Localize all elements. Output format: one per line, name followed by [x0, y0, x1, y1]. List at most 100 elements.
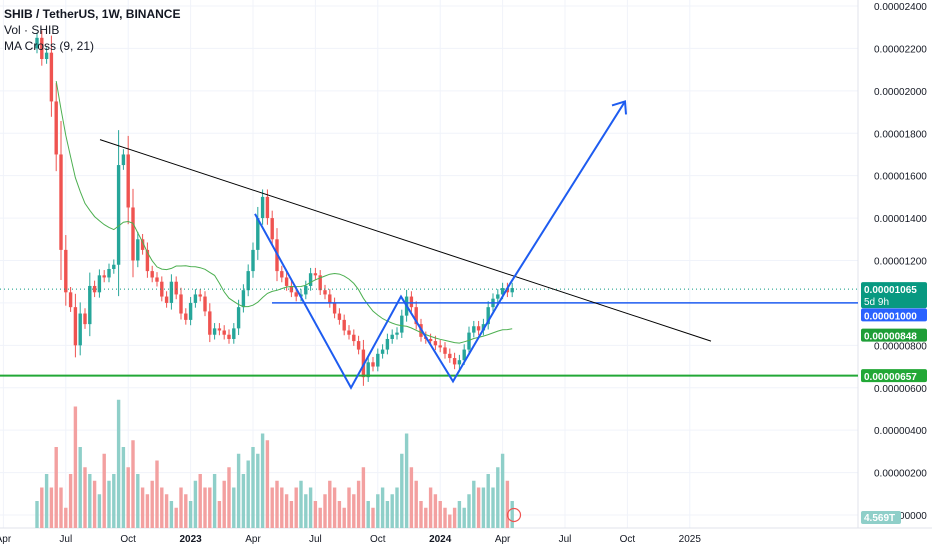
candle-body[interactable] [284, 277, 289, 286]
candle-body[interactable] [376, 353, 380, 367]
candle-body[interactable] [236, 307, 241, 329]
candle-body[interactable] [443, 347, 447, 354]
candle-body[interactable] [107, 268, 111, 278]
candle-body[interactable] [241, 290, 246, 308]
candle-body[interactable] [35, 37, 39, 49]
candle-body[interactable] [294, 292, 298, 297]
candle-body[interactable] [313, 273, 318, 276]
candle-body[interactable] [97, 275, 102, 293]
candle-body[interactable] [227, 334, 231, 339]
candle-body[interactable] [174, 281, 178, 295]
candle-body[interactable] [328, 294, 332, 303]
candle-body[interactable] [73, 307, 78, 346]
candle-body[interactable] [280, 271, 284, 278]
candle-body[interactable] [164, 296, 169, 303]
candle-body[interactable] [217, 328, 222, 331]
candle-body[interactable] [270, 218, 274, 240]
level-price-badge[interactable] [861, 308, 927, 322]
symbol-title[interactable]: SHIB / TetherUS, 1W, BINANCE [4, 7, 181, 21]
candle-body[interactable] [83, 313, 87, 325]
candle-body[interactable] [193, 294, 198, 303]
candle-body[interactable] [462, 349, 466, 361]
candle-body[interactable] [452, 358, 457, 365]
candle-body[interactable] [150, 271, 154, 278]
candle-body[interactable] [222, 330, 226, 335]
candle-body[interactable] [486, 307, 490, 325]
candle-body[interactable] [54, 101, 58, 155]
candle-body[interactable] [140, 239, 145, 250]
candle-body[interactable] [198, 294, 202, 297]
candle-body[interactable] [179, 294, 183, 314]
candle-body[interactable] [88, 285, 92, 325]
candle-body[interactable] [44, 52, 49, 60]
candle-body[interactable] [49, 52, 54, 102]
candle-body[interactable] [481, 324, 486, 331]
volume-badge[interactable] [861, 511, 901, 524]
candle-body[interactable] [414, 307, 418, 325]
candle-body[interactable] [457, 360, 462, 365]
candle-body[interactable] [116, 165, 121, 265]
ma-cross-indicator-label[interactable]: MA Cross (9, 21) [4, 39, 95, 53]
candle-body[interactable] [467, 332, 471, 350]
candle-body[interactable] [448, 353, 452, 359]
candle-body[interactable] [400, 315, 404, 333]
candle-body[interactable] [380, 349, 385, 354]
candle-body[interactable] [304, 285, 308, 295]
candle-body[interactable] [232, 328, 236, 339]
double-bottom-projection[interactable] [254, 100, 626, 390]
candle-body[interactable] [169, 281, 174, 303]
candle-body[interactable] [265, 196, 270, 219]
candle-body[interactable] [246, 271, 250, 291]
candle-body[interactable] [385, 338, 390, 350]
candle-body[interactable] [500, 288, 505, 295]
candle-body[interactable] [356, 341, 361, 350]
candle-body[interactable] [433, 341, 438, 346]
candle-body[interactable] [323, 290, 327, 295]
candle-body[interactable] [112, 264, 116, 269]
candle-body[interactable] [260, 196, 265, 219]
current-price-badge[interactable] [861, 282, 927, 309]
candle-body[interactable] [318, 275, 322, 291]
candle-body[interactable] [203, 296, 207, 312]
candle-body[interactable] [371, 362, 375, 367]
candle-body[interactable] [342, 319, 346, 331]
candle-body[interactable] [438, 345, 442, 348]
candle-body[interactable] [337, 313, 342, 320]
candle-body[interactable] [126, 154, 130, 208]
candle-body[interactable] [395, 332, 399, 335]
candle-body[interactable] [366, 362, 370, 378]
candle-body[interactable] [184, 313, 188, 320]
candle-body[interactable] [160, 281, 164, 297]
candle-body[interactable] [78, 313, 82, 346]
candle-body[interactable] [92, 285, 97, 293]
candle-body[interactable] [145, 249, 150, 272]
candle-body[interactable] [188, 302, 193, 320]
candle-body[interactable] [59, 154, 63, 250]
candle-body[interactable] [256, 218, 260, 250]
candle-body[interactable] [155, 277, 159, 282]
candle-body[interactable] [64, 249, 68, 293]
volume-indicator-label[interactable]: Vol · SHIB [4, 23, 60, 37]
candle-body[interactable] [40, 37, 44, 60]
candle-body[interactable] [102, 275, 106, 278]
candle-body[interactable] [136, 239, 140, 261]
candle-body[interactable] [428, 338, 433, 342]
ma-value-badge[interactable] [861, 328, 927, 342]
candle-body[interactable] [352, 334, 356, 342]
candle-body[interactable] [308, 273, 313, 286]
candle-body[interactable] [390, 334, 394, 339]
candle-body[interactable] [289, 285, 294, 293]
candle-body[interactable] [347, 330, 351, 335]
candle-body[interactable] [212, 328, 217, 335]
candle-body[interactable] [496, 294, 500, 299]
descending-trendline[interactable] [99, 139, 712, 342]
candle-body[interactable] [409, 296, 414, 308]
support-price-badge[interactable] [861, 369, 927, 383]
candle-body[interactable] [476, 326, 481, 331]
candle-body[interactable] [251, 249, 255, 272]
candle-body[interactable] [208, 311, 212, 335]
candle-body[interactable] [68, 292, 73, 308]
candle-body[interactable] [131, 207, 135, 261]
